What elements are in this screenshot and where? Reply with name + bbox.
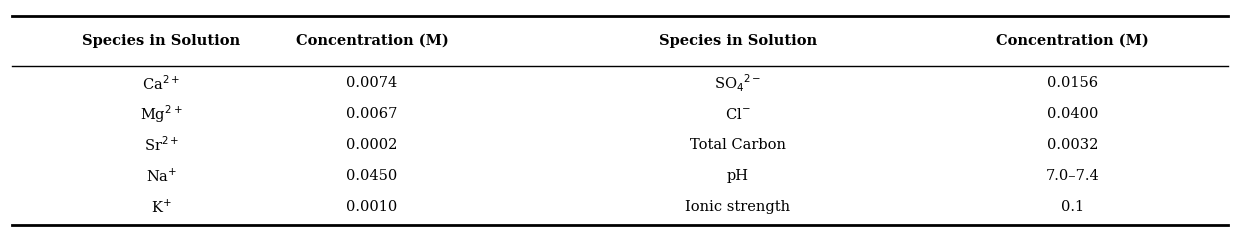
Text: Concentration (M): Concentration (M) (295, 34, 449, 48)
Text: 0.0156: 0.0156 (1047, 76, 1099, 90)
Text: 0.0002: 0.0002 (346, 138, 398, 152)
Text: Species in Solution: Species in Solution (658, 34, 817, 48)
Text: 0.1: 0.1 (1061, 200, 1084, 214)
Text: 0.0067: 0.0067 (346, 107, 398, 121)
Text: SO$_4$$^{2-}$: SO$_4$$^{2-}$ (714, 73, 761, 94)
Text: 0.0010: 0.0010 (346, 200, 398, 214)
Text: Mg$^{2+}$: Mg$^{2+}$ (140, 103, 182, 125)
Text: Total Carbon: Total Carbon (689, 138, 786, 152)
Text: K$^{+}$: K$^{+}$ (151, 198, 171, 216)
Text: Na$^{+}$: Na$^{+}$ (145, 167, 177, 185)
Text: Ca$^{2+}$: Ca$^{2+}$ (143, 74, 180, 93)
Text: 0.0074: 0.0074 (346, 76, 398, 90)
Text: Cl$^{-}$: Cl$^{-}$ (725, 107, 750, 122)
Text: Sr$^{2+}$: Sr$^{2+}$ (144, 136, 179, 154)
Text: 0.0450: 0.0450 (346, 169, 398, 183)
Text: 0.0032: 0.0032 (1047, 138, 1099, 152)
Text: 0.0400: 0.0400 (1047, 107, 1099, 121)
Text: Concentration (M): Concentration (M) (996, 34, 1149, 48)
Text: Species in Solution: Species in Solution (82, 34, 241, 48)
Text: pH: pH (727, 169, 749, 183)
Text: 7.0–7.4: 7.0–7.4 (1045, 169, 1100, 183)
Text: Ionic strength: Ionic strength (686, 200, 790, 214)
